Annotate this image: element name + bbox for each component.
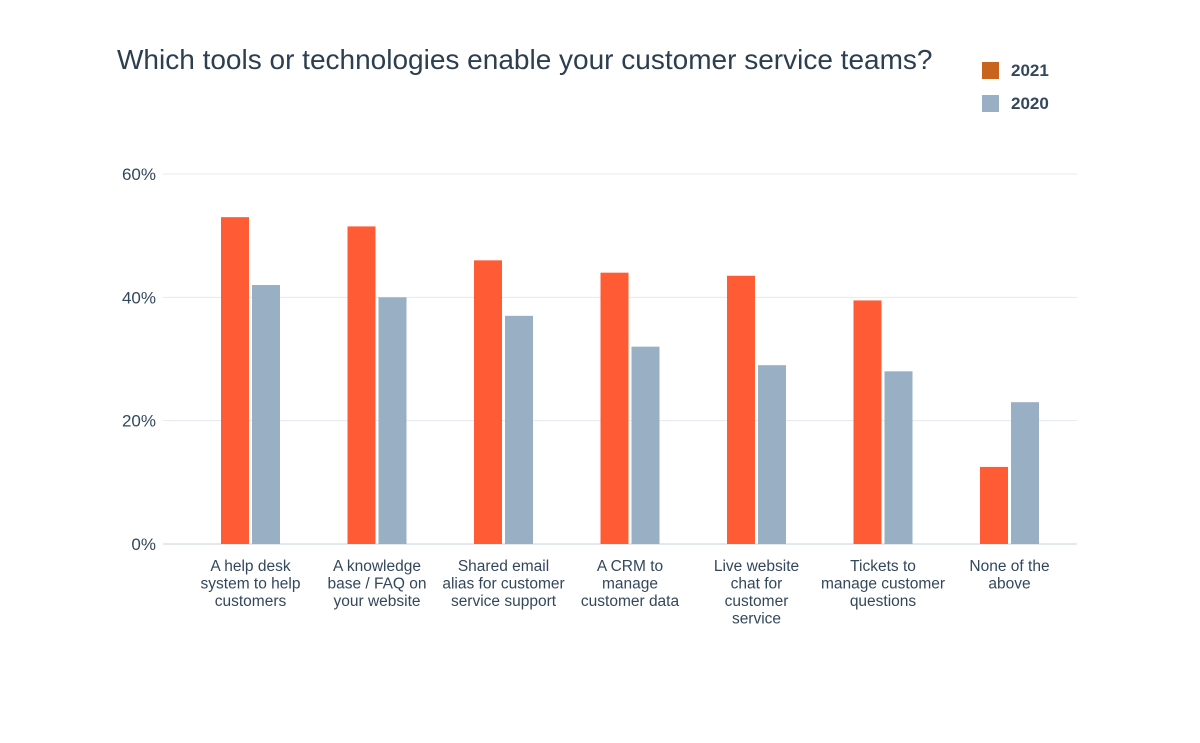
bar-2020-0 bbox=[252, 285, 280, 544]
legend-item-2020: 2020 bbox=[982, 87, 1049, 120]
x-tick-label: None of the above bbox=[969, 558, 1049, 593]
x-tick-label: Tickets to manage customer questions bbox=[821, 558, 945, 610]
bar-2020-3 bbox=[631, 346, 660, 544]
y-tick-label: 60% bbox=[122, 165, 156, 184]
legend-swatch-2021 bbox=[982, 62, 999, 79]
bar-2020-1 bbox=[378, 297, 407, 544]
bar-2020-2 bbox=[505, 315, 533, 544]
legend-label-2021: 2021 bbox=[1011, 60, 1049, 80]
bar-2021-3 bbox=[600, 272, 629, 544]
y-tick-label: 40% bbox=[122, 288, 156, 307]
bar-2020-6 bbox=[1011, 402, 1039, 544]
bar-2021-5 bbox=[853, 300, 882, 544]
x-tick-label: A CRM to manage customer data bbox=[581, 558, 680, 610]
x-tick-label: Live website chat for customer service bbox=[714, 558, 799, 628]
x-tick-label: Shared email alias for customer service su… bbox=[442, 558, 564, 610]
y-tick-label: 0% bbox=[131, 535, 156, 554]
legend-label-2020: 2020 bbox=[1011, 93, 1049, 113]
chart-title: Which tools or technologies enable your … bbox=[117, 44, 933, 75]
legend-item-2021: 2021 bbox=[982, 54, 1049, 87]
bar-2021-4 bbox=[727, 275, 755, 544]
legend: 2021 2020 bbox=[982, 54, 1049, 120]
bar-2021-2 bbox=[474, 260, 502, 544]
x-tick-label: A knowledge base / FAQ on your website bbox=[327, 558, 426, 610]
y-tick-label: 20% bbox=[122, 412, 156, 431]
bar-2020-5 bbox=[884, 371, 913, 544]
bar-2021-6 bbox=[980, 466, 1008, 544]
bar-2021-1 bbox=[347, 226, 376, 544]
bar-2020-4 bbox=[758, 365, 786, 544]
legend-swatch-2020 bbox=[982, 95, 999, 112]
bar-2021-0 bbox=[221, 217, 249, 544]
x-tick-label: A help desk system to help customers bbox=[201, 558, 301, 610]
